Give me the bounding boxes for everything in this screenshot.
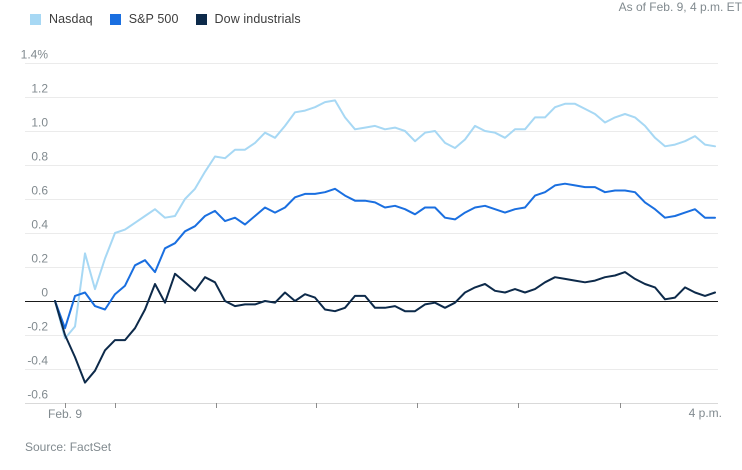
legend-item-nasdaq: Nasdaq xyxy=(30,12,93,26)
nasdaq-swatch-icon xyxy=(30,13,41,25)
dow-industrials-line xyxy=(54,271,716,384)
source-credit: Source: FactSet xyxy=(25,440,112,454)
y-tick-label: 0.4 xyxy=(31,218,48,232)
y-tick-label: -0.4 xyxy=(27,354,48,368)
as-of-note: As of Feb. 9, 4 p.m. ET xyxy=(618,0,742,14)
y-tick-label: 0 xyxy=(41,286,48,300)
y-tick-label: 1.4% xyxy=(21,48,49,62)
sp500-swatch-icon xyxy=(109,13,121,25)
legend: Nasdaq S&P 500 Dow industrials xyxy=(30,12,318,26)
legend-label-sp500: S&P 500 xyxy=(128,12,179,26)
legend-label-dow: Dow industrials xyxy=(214,12,301,26)
x-axis-start-label: Feb. 9 xyxy=(47,407,83,421)
y-tick-label: -0.6 xyxy=(27,388,48,402)
y-tick-label: 0.6 xyxy=(31,184,48,198)
legend-label-nasdaq: Nasdaq xyxy=(49,12,93,26)
legend-item-sp500: S&P 500 xyxy=(109,12,179,26)
y-tick-label: 0.2 xyxy=(31,252,48,266)
nasdaq-line xyxy=(54,99,716,340)
legend-item-dow: Dow industrials xyxy=(195,12,301,26)
y-tick-label: 1.2 xyxy=(31,82,48,96)
s-p-500-line xyxy=(54,182,716,330)
dow-swatch-icon xyxy=(195,13,207,25)
y-tick-label: -0.2 xyxy=(27,320,48,334)
y-tick-label: 0.8 xyxy=(31,150,48,164)
y-tick-label: 1.0 xyxy=(31,116,48,130)
x-axis-end-label: 4 p.m. xyxy=(688,406,722,420)
